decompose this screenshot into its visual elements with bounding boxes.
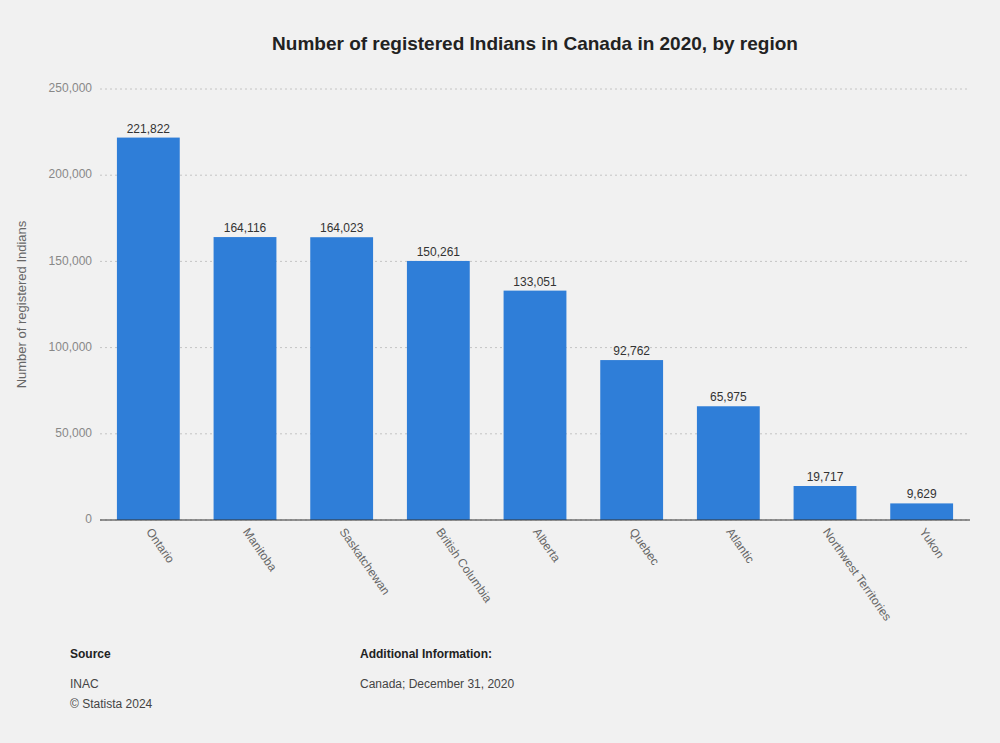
bar: [890, 503, 953, 520]
y-tick-label: 100,000: [49, 340, 93, 354]
x-tick-label: Yukon: [917, 526, 948, 561]
grid: [100, 89, 970, 520]
footer-text: INAC © Statista 2024: [70, 677, 153, 711]
bar: [504, 291, 567, 520]
y-ticks: 0 50,000 100,000 150,000 200,000 250,000: [49, 81, 93, 526]
y-tick-label: 0: [85, 512, 92, 526]
data-label: 65,975: [710, 390, 747, 404]
y-tick-label: 250,000: [49, 81, 93, 95]
title: Number of registered Indians in Canada i…: [272, 33, 798, 54]
footer: Source INAC © Statista 2024 Additional Info…: [70, 647, 514, 711]
footer-line: INAC: [70, 677, 99, 691]
data-label: 92,762: [613, 344, 650, 358]
data-labels: 221,822 164,116 164,023 150,261 133,051 92,76…: [127, 122, 937, 502]
data-label: 164,116: [224, 221, 267, 235]
footer-text: Canada; December 31, 2020: [360, 677, 514, 691]
x-tick-label: British Columbia: [433, 526, 495, 606]
bars: [117, 138, 953, 520]
footer-line: Additional Information:: [360, 647, 492, 661]
bar: [407, 261, 470, 520]
x-axis-line: [100, 519, 970, 520]
data-label: 221,822: [127, 122, 171, 136]
x-ticks: Ontario Manitoba Saskatchewan British Colum…: [143, 526, 947, 624]
grid-line: [100, 175, 970, 176]
footer-heading: Additional Information:: [360, 647, 492, 661]
bar: [794, 486, 857, 520]
data-label: 133,051: [513, 275, 557, 289]
footer-line: © Statista 2024: [70, 697, 153, 711]
bar: [600, 360, 663, 520]
footer-line: Canada; December 31, 2020: [360, 677, 514, 691]
x-tick-label: Ontario: [143, 526, 177, 567]
y-axis-label: Number of registered Indians: [14, 220, 29, 388]
y-tick-label: 150,000: [49, 254, 93, 268]
x-tick-label: Atlantic: [723, 526, 757, 566]
x-tick-label: Alberta: [530, 526, 563, 565]
x-tick-label: Saskatchewan: [337, 526, 393, 598]
background: [0, 0, 1000, 743]
data-label: 19,717: [807, 470, 844, 484]
y-tick-label: 50,000: [55, 426, 92, 440]
x-tick-label: Quebec: [627, 526, 663, 568]
x-tick-label: Manitoba: [240, 526, 280, 575]
footer-line: Source: [70, 647, 111, 661]
footer-heading: Source: [70, 647, 111, 661]
x-tick-label: Northwest Territories: [820, 526, 894, 624]
grid-line: [100, 520, 970, 521]
data-label: 9,629: [907, 487, 937, 501]
bar: [310, 237, 373, 520]
bar: [214, 237, 277, 520]
bar: [117, 138, 180, 520]
data-label: 164,023: [320, 221, 364, 235]
grid-line: [100, 89, 970, 90]
data-label: 150,261: [417, 245, 461, 259]
y-tick-label: 200,000: [49, 167, 93, 181]
chart: 0 50,000 100,000 150,000 200,000 250,000 221,8…: [0, 0, 1000, 743]
bar: [697, 406, 760, 520]
